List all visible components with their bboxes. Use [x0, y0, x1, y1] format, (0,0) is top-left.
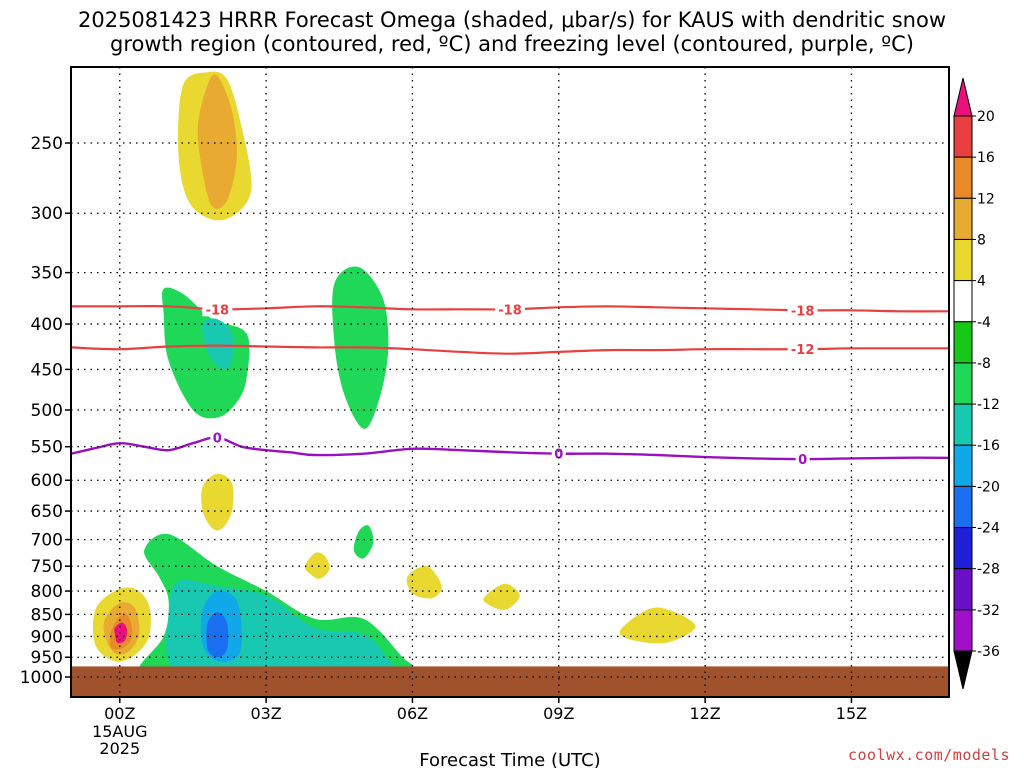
- colorbar-label: -20: [977, 479, 1000, 495]
- contour-label-bg: [210, 429, 225, 445]
- freezing-level-contour: [71, 436, 949, 461]
- contour-label-bg: [787, 302, 818, 318]
- x-tick-label: 00Z: [104, 704, 135, 723]
- y-tick-label: 250: [31, 134, 63, 154]
- colorbar-label: -4: [977, 315, 991, 331]
- y-tick-label: 450: [31, 360, 63, 380]
- omega-region: [407, 479, 428, 512]
- freezing-level-label: 0: [798, 453, 807, 468]
- colorbar-label: 4: [977, 274, 986, 290]
- x-tick-label: 15Z: [836, 704, 867, 723]
- y-tick-label: 750: [31, 557, 63, 577]
- dgz-contour-label: -18: [206, 303, 230, 318]
- y-tick-label: 950: [31, 648, 63, 668]
- omega-region: [201, 473, 234, 531]
- colorbar-box: [953, 238, 973, 282]
- y-tick-label: 300: [31, 204, 63, 224]
- dgz-contour-label: -18: [498, 303, 522, 318]
- y-tick-label: 400: [31, 315, 63, 335]
- omega-region: [586, 162, 629, 279]
- colorbar-box: [953, 485, 973, 529]
- y-tick-label: 650: [31, 502, 63, 522]
- colorbar-box: [953, 321, 973, 364]
- chart-title: 2025081423 HRRR Forecast Omega (shaded, …: [0, 8, 1024, 56]
- colorbar-label: 12: [977, 191, 995, 207]
- colorbar-box: [953, 197, 973, 240]
- colorbar-label: 8: [977, 232, 986, 248]
- omega-region: [406, 565, 442, 599]
- freezing-level-label: 0: [554, 448, 563, 463]
- credit-link[interactable]: coolwx.com/models: [847, 746, 1010, 764]
- omega-region: [304, 552, 330, 579]
- colorbar-label: -12: [977, 397, 1000, 413]
- colorbar-box: [953, 156, 973, 199]
- colorbar-box: [953, 115, 973, 158]
- omega-region: [619, 607, 696, 644]
- freezing-level-label: 0: [213, 431, 222, 446]
- colorbar-label: -36: [977, 644, 1000, 660]
- colorbar-box: [953, 527, 973, 570]
- omega-region: [202, 318, 234, 370]
- colorbar-box: [953, 444, 973, 487]
- plot-frame: [70, 66, 950, 698]
- title-line-2: growth region (contoured, red, ºC) and f…: [110, 32, 914, 56]
- y-tick-label: 850: [31, 605, 63, 625]
- colorbar-bottom-triangle: [953, 650, 973, 690]
- omega-region: [943, 248, 949, 327]
- y-tick-label: 1000: [20, 668, 63, 688]
- omega-region: [206, 612, 229, 658]
- colorbar-top-triangle: [953, 77, 973, 117]
- colorbar-label: -32: [977, 603, 1000, 619]
- x-date-label: 2025: [99, 739, 140, 758]
- colorbar-label: 16: [977, 150, 995, 166]
- colorbar: 20 16 12 8 4 -4 -8 -12 -16 -20 -24 -28 -32 -36: [953, 77, 1000, 690]
- colorbar-label: -24: [977, 521, 1000, 537]
- contour-label-bg: [495, 301, 525, 317]
- y-tick-label: 500: [31, 401, 63, 421]
- colorbar-box: [953, 609, 973, 652]
- omega-region: [395, 537, 813, 649]
- x-tick-label: 12Z: [689, 704, 720, 723]
- x-tick-label: 09Z: [543, 704, 574, 723]
- dgz-contour-label: -18: [791, 304, 815, 319]
- omega-region: [162, 287, 250, 419]
- contour-label-bg: [795, 451, 810, 467]
- omega-region: [114, 622, 128, 644]
- colorbar-label: -8: [977, 356, 991, 372]
- omega-region: [197, 74, 237, 209]
- title-line-1: 2025081423 HRRR Forecast Omega (shaded, …: [77, 8, 946, 32]
- x-tick-label: 03Z: [250, 704, 281, 723]
- omega-region: [483, 583, 520, 610]
- colorbar-label: 20: [977, 109, 995, 125]
- colorbar-label: -28: [977, 562, 1000, 578]
- y-tick-label: 900: [31, 627, 63, 647]
- omega-region: [107, 381, 204, 494]
- colorbar-box: [953, 280, 973, 323]
- x-axis-label: Forecast Time (UTC): [419, 750, 600, 768]
- y-tick-label: 600: [31, 471, 63, 491]
- y-tick-label: 800: [31, 582, 63, 602]
- omega-region: [353, 525, 374, 559]
- contour-label-bg: [202, 301, 233, 317]
- colorbar-box: [953, 403, 973, 446]
- x-date-label: 15AUG: [92, 722, 147, 741]
- omega-region: [878, 539, 949, 645]
- colorbar-box: [953, 568, 973, 611]
- y-tick-label: 350: [31, 264, 63, 284]
- x-tick-label: 06Z: [397, 704, 428, 723]
- y-tick-label: 700: [31, 531, 63, 551]
- colorbar-label: -16: [977, 438, 1000, 454]
- ground-surface: [71, 666, 949, 697]
- y-tick-label: 550: [31, 438, 63, 458]
- contour-label-bg: [787, 341, 818, 357]
- contour-label-bg: [551, 445, 566, 461]
- dgz-contour-label: -12: [791, 343, 815, 358]
- colorbar-box: [953, 362, 973, 405]
